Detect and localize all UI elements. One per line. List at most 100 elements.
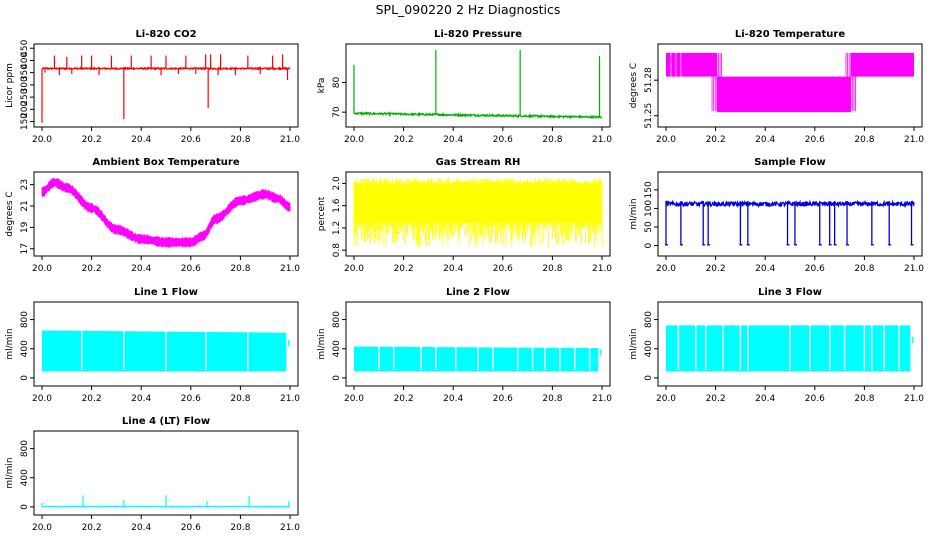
chart-panel-7: Line 1 Flow 20.0 20.2 20.4 20.6 20.8 21.0 0 400 8… bbox=[5, 287, 300, 404]
data-layer bbox=[41, 495, 291, 508]
x-tick-label: 21.0 bbox=[904, 394, 924, 404]
data-layer bbox=[665, 199, 915, 246]
x-tick-label: 20.4 bbox=[755, 264, 775, 274]
x-tick-label: 20.4 bbox=[755, 135, 775, 145]
x-tick-label: 20.8 bbox=[230, 523, 250, 533]
series-line bbox=[353, 110, 602, 120]
x-tick-label: 20.4 bbox=[131, 523, 151, 533]
y-axis-label: ml/min bbox=[317, 328, 327, 359]
y-tick-label: 450 bbox=[20, 39, 30, 56]
y-tick-label: 350 bbox=[20, 64, 30, 81]
band-segment bbox=[850, 52, 914, 77]
x-tick-label: 20.8 bbox=[854, 135, 874, 145]
data-layer bbox=[41, 54, 291, 123]
x-tick-label: 20.0 bbox=[656, 394, 676, 404]
y-axis-label: degrees C bbox=[5, 191, 15, 236]
x-tick-label: 20.6 bbox=[805, 135, 825, 145]
x-tick-label: 21.0 bbox=[280, 264, 300, 274]
x-tick-label: 20.2 bbox=[82, 394, 102, 404]
data-layer bbox=[354, 345, 602, 372]
y-tick-label: 1.6 bbox=[332, 198, 342, 213]
y-tick-label: 400 bbox=[20, 52, 30, 69]
plot-frame bbox=[33, 43, 299, 128]
series-fill bbox=[666, 325, 911, 372]
plot-frame bbox=[33, 301, 299, 387]
y-tick-label: 400 bbox=[644, 340, 654, 357]
x-tick-label: 20.0 bbox=[32, 264, 52, 274]
x-tick-label: 20.4 bbox=[755, 394, 775, 404]
x-tick-label: 20.0 bbox=[344, 135, 364, 145]
y-tick-label: 150 bbox=[644, 181, 654, 198]
chart-panel-1: Li-820 CO2 20.0 20.2 20.4 20.6 20.8 21.0 150200… bbox=[5, 29, 300, 145]
x-tick-label: 21.0 bbox=[904, 135, 924, 145]
y-tick-label: 21 bbox=[20, 200, 30, 211]
x-tick-label: 20.8 bbox=[230, 264, 250, 274]
y-tick-label: 400 bbox=[20, 469, 30, 486]
x-tick-label: 20.6 bbox=[181, 264, 201, 274]
y-tick-label: 50 bbox=[644, 221, 654, 233]
x-tick-label: 20.6 bbox=[493, 394, 513, 404]
chart-title: Gas Stream RH bbox=[436, 157, 521, 168]
y-tick-label: 23 bbox=[20, 179, 30, 190]
y-tick-label: 400 bbox=[20, 340, 30, 357]
plot-frame bbox=[345, 43, 611, 128]
y-tick-label: 0 bbox=[20, 504, 30, 510]
chart-panel-6: Sample Flow 20.0 20.2 20.4 20.6 20.8 21.0 0 50 10… bbox=[629, 157, 924, 274]
x-tick-label: 20.4 bbox=[443, 135, 463, 145]
band-segment bbox=[666, 52, 717, 77]
y-tick-label: 80 bbox=[332, 77, 342, 89]
x-tick-label: 20.6 bbox=[805, 264, 825, 274]
x-tick-label: 21.0 bbox=[280, 523, 300, 533]
data-layer bbox=[41, 177, 291, 249]
chart-title: Ambient Box Temperature bbox=[92, 157, 239, 168]
x-tick-label: 21.0 bbox=[904, 264, 924, 274]
data-layer bbox=[42, 329, 290, 372]
chart-panel-9: Line 3 Flow 20.0 20.2 20.4 20.6 20.8 21.0 0 400 8… bbox=[629, 287, 924, 404]
series-fill bbox=[354, 346, 599, 372]
x-tick-label: 20.4 bbox=[131, 264, 151, 274]
x-tick-label: 20.2 bbox=[706, 264, 726, 274]
x-tick-label: 20.6 bbox=[493, 135, 513, 145]
x-tick-label: 20.6 bbox=[181, 394, 201, 404]
chart-title: Line 1 Flow bbox=[134, 287, 198, 298]
x-tick-label: 20.4 bbox=[131, 394, 151, 404]
plot-frame bbox=[33, 171, 299, 257]
x-tick-label: 20.0 bbox=[32, 394, 52, 404]
y-tick-label: 0 bbox=[644, 242, 654, 248]
series-fill bbox=[42, 330, 287, 372]
x-tick-label: 20.6 bbox=[493, 264, 513, 274]
chart-panel-3: Li-820 Temperature 20.0 20.2 20.4 20.6 20.8 21… bbox=[629, 29, 924, 145]
x-tick-label: 21.0 bbox=[592, 135, 612, 145]
y-axis-label: ml/min bbox=[629, 328, 639, 359]
chart-panel-4: Ambient Box Temperature 20.0 20.2 20.4 20.6 2… bbox=[5, 157, 300, 274]
y-tick-label: 250 bbox=[20, 88, 30, 105]
x-tick-label: 20.8 bbox=[542, 135, 562, 145]
y-tick-label: 1.2 bbox=[332, 221, 342, 235]
y-tick-label: 150 bbox=[20, 113, 30, 130]
data-layer bbox=[666, 52, 914, 113]
x-tick-label: 20.2 bbox=[394, 394, 414, 404]
chart-title: Line 3 Flow bbox=[758, 287, 822, 298]
y-axis-label: percent bbox=[317, 196, 327, 231]
data-layer bbox=[353, 177, 603, 248]
x-tick-label: 20.0 bbox=[656, 135, 676, 145]
y-tick-label: 0 bbox=[20, 375, 30, 381]
chart-title: Li-820 CO2 bbox=[135, 29, 196, 40]
series-band bbox=[41, 177, 291, 249]
x-tick-label: 20.8 bbox=[542, 264, 562, 274]
x-tick-label: 20.6 bbox=[805, 394, 825, 404]
y-axis-label: ml/min bbox=[5, 457, 15, 488]
plot-frame bbox=[345, 301, 611, 387]
y-tick-label: 200 bbox=[20, 100, 30, 117]
x-tick-label: 20.0 bbox=[32, 135, 52, 145]
x-tick-label: 20.8 bbox=[542, 394, 562, 404]
plot-frame bbox=[345, 171, 611, 257]
x-tick-label: 21.0 bbox=[592, 264, 612, 274]
chart-panel-8: Line 2 Flow 20.0 20.2 20.4 20.6 20.8 21.0 0 400 8… bbox=[317, 287, 612, 404]
x-tick-label: 21.0 bbox=[592, 394, 612, 404]
chart-title: Line 4 (LT) Flow bbox=[122, 416, 210, 427]
chart-panel-5: Gas Stream RH 20.0 20.2 20.4 20.6 20.8 21.0 0.8… bbox=[317, 157, 612, 274]
chart-title: Li-820 Temperature bbox=[735, 29, 845, 40]
chart-panel-2: Li-820 Pressure 20.0 20.2 20.4 20.6 20.8 21.0 7… bbox=[317, 29, 612, 145]
x-tick-label: 21.0 bbox=[280, 394, 300, 404]
